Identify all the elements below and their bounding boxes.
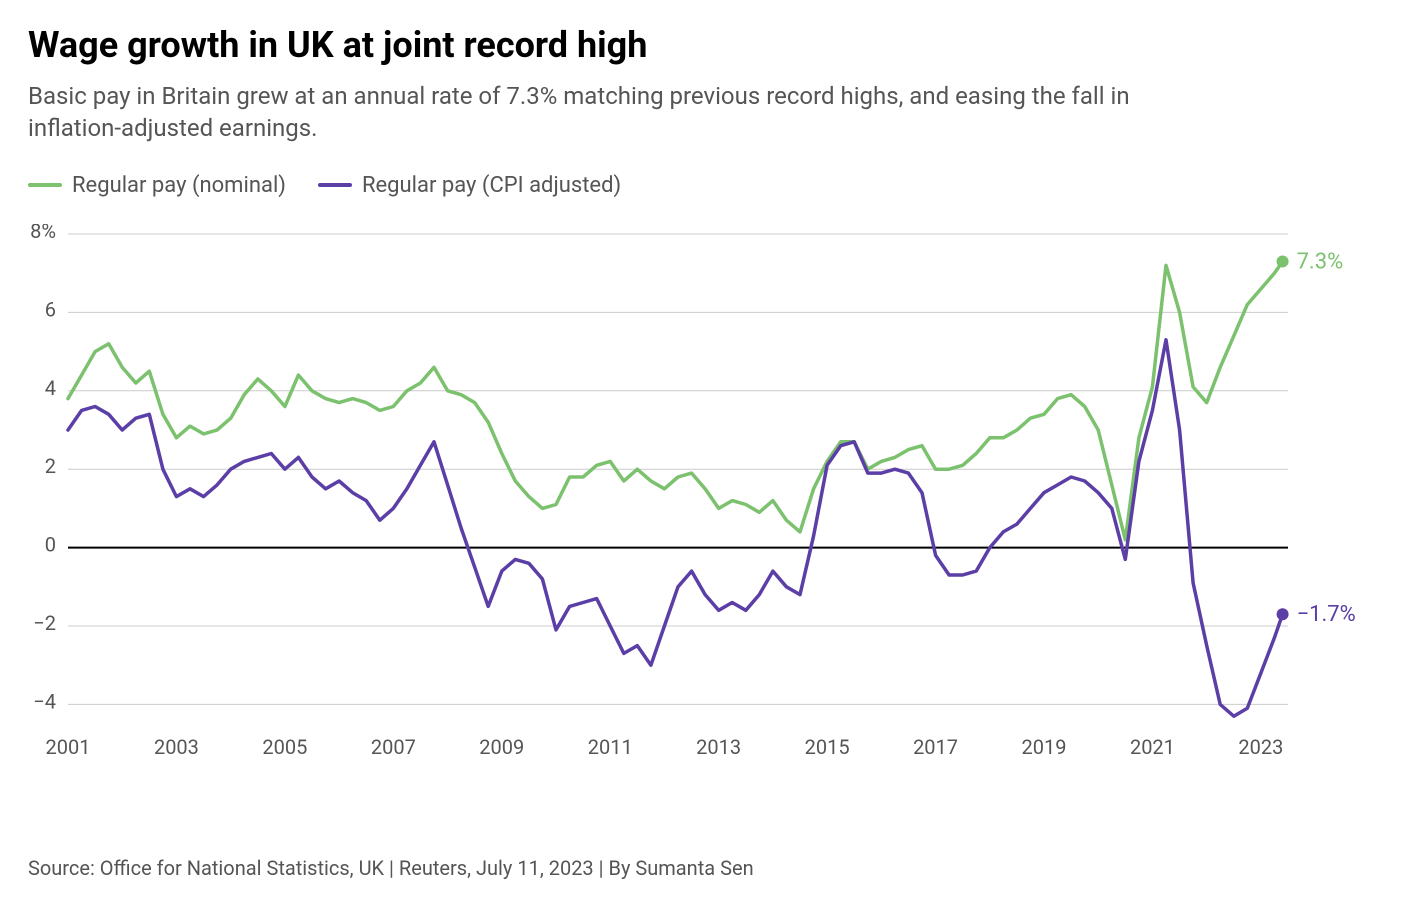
legend-item-nominal: Regular pay (nominal) bbox=[28, 173, 286, 198]
end-label-nominal: 7.3% bbox=[1297, 249, 1344, 274]
y-tick-label: −4 bbox=[33, 689, 56, 713]
x-tick-label: 2001 bbox=[46, 735, 91, 759]
x-tick-label: 2015 bbox=[805, 735, 850, 759]
series-line-cpi bbox=[68, 340, 1283, 716]
chart-footer: Source: Office for National Statistics, … bbox=[28, 856, 1392, 880]
y-tick-label: 2 bbox=[45, 454, 56, 478]
end-marker-nominal bbox=[1277, 255, 1289, 267]
y-tick-label: 4 bbox=[45, 376, 56, 400]
x-tick-label: 2017 bbox=[913, 735, 958, 759]
x-tick-label: 2023 bbox=[1238, 735, 1283, 759]
legend-swatch-cpi bbox=[318, 183, 352, 187]
end-label-cpi: −1.7% bbox=[1297, 602, 1356, 627]
chart-svg: −4 −2 0 2 4 6 8% 2001 2003 2005 2007 2009 2011 2013 20… bbox=[28, 224, 1388, 784]
x-tick-label: 2009 bbox=[479, 735, 524, 759]
y-tick-label: −2 bbox=[33, 611, 56, 635]
x-tick-label: 2011 bbox=[588, 735, 633, 759]
legend-item-cpi: Regular pay (CPI adjusted) bbox=[318, 173, 621, 198]
x-tick-label: 2021 bbox=[1130, 735, 1175, 759]
x-tick-label: 2019 bbox=[1022, 735, 1067, 759]
legend-swatch-nominal bbox=[28, 183, 62, 187]
series-line-nominal bbox=[68, 261, 1283, 539]
x-tick-label: 2007 bbox=[371, 735, 416, 759]
x-tick-label: 2003 bbox=[154, 735, 199, 759]
chart-subtitle: Basic pay in Britain grew at an annual r… bbox=[28, 80, 1228, 145]
x-tick-label: 2013 bbox=[696, 735, 741, 759]
y-tick-label: 8% bbox=[30, 224, 56, 243]
legend: Regular pay (nominal) Regular pay (CPI a… bbox=[28, 173, 1392, 198]
end-marker-cpi bbox=[1277, 608, 1289, 620]
chart-plot-area: −4 −2 0 2 4 6 8% 2001 2003 2005 2007 2009 2011 2013 20… bbox=[28, 224, 1392, 830]
legend-label-nominal: Regular pay (nominal) bbox=[72, 173, 286, 198]
chart-title: Wage growth in UK at joint record high bbox=[28, 24, 1392, 66]
x-tick-label: 2005 bbox=[262, 735, 307, 759]
legend-label-cpi: Regular pay (CPI adjusted) bbox=[362, 173, 621, 198]
y-tick-label: 6 bbox=[45, 297, 56, 321]
y-tick-label: 0 bbox=[45, 532, 56, 556]
